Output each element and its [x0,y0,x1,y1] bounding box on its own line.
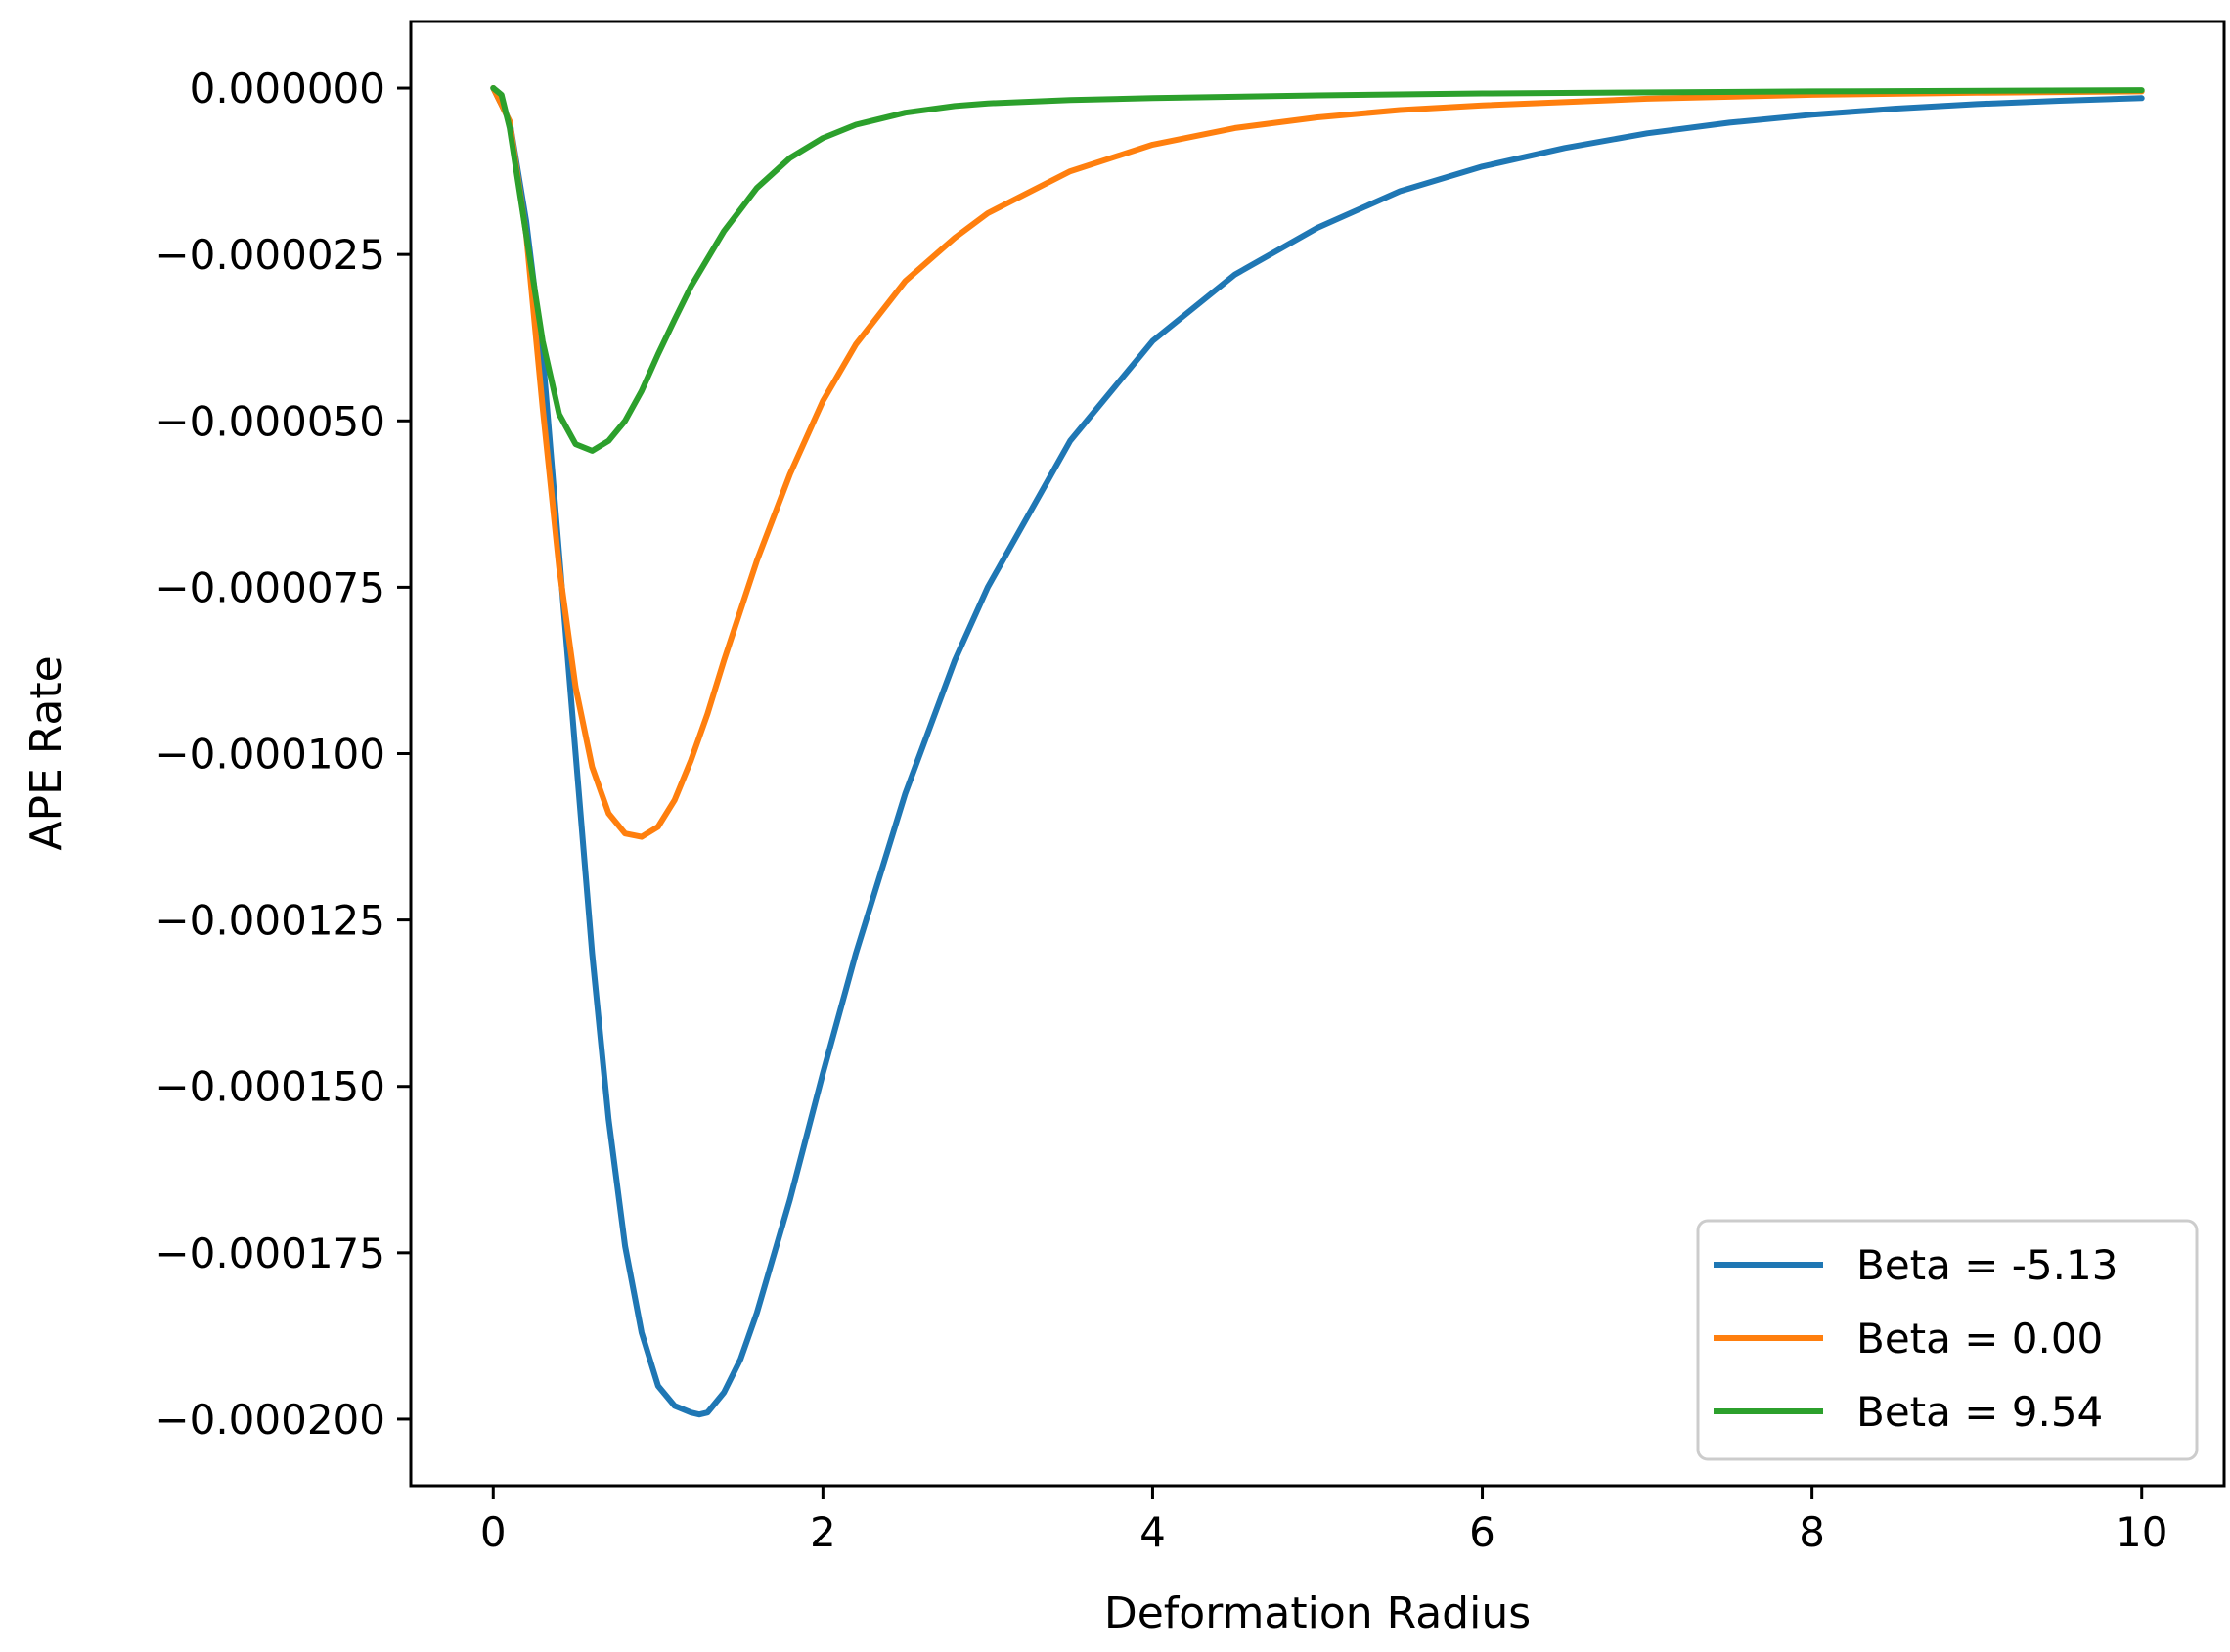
legend-entry-beta-neg-5-13: Beta = -5.13 [1714,1241,2118,1289]
legend-box [1696,1219,2199,1461]
y-tick-label: −0.000050 [155,397,385,445]
legend: Beta = -5.13 Beta = 0.00 Beta = 9.54 [1696,1219,2199,1461]
y-tick-label: 0.000000 [190,65,385,112]
y-tick-label: −0.000175 [155,1229,385,1277]
series-line-0 [490,85,2145,1418]
x-tick-label: 0 [480,1508,507,1556]
x-tick-label: 4 [1139,1508,1166,1556]
x-tick-label: 8 [1799,1508,1825,1556]
series-layer [490,85,2145,1418]
y-tick-label: −0.000125 [155,897,385,945]
x-tick-label: 6 [1469,1508,1495,1556]
series-line-2 [490,85,2145,454]
x-tick-label: 2 [810,1508,836,1556]
x-axis-label: Deformation Radius [1104,1588,1531,1638]
legend-entry-beta-0-00: Beta = 0.00 [1714,1315,2103,1362]
legend-label-beta-neg-5-13: Beta = -5.13 [1856,1241,2118,1289]
y-tick-label: −0.000025 [155,231,385,279]
x-axis-ticks: 0 2 4 6 8 10 [480,1486,2167,1556]
y-axis-label: APE Rate [22,655,71,850]
y-axis-ticks: 0.000000 −0.000025 −0.000050 −0.000075 −0.00… [155,65,411,1444]
x-tick-label: 10 [2116,1508,2167,1556]
y-tick-label: −0.000200 [155,1396,385,1444]
legend-label-beta-9-54: Beta = 9.54 [1856,1388,2103,1436]
legend-entry-beta-9-54: Beta = 9.54 [1714,1388,2103,1436]
y-tick-label: −0.000100 [155,731,385,779]
plot-area [409,20,2226,1488]
series-line-1 [490,85,2145,840]
legend-label-beta-0-00: Beta = 0.00 [1856,1315,2103,1362]
y-tick-label: −0.000150 [155,1063,385,1111]
y-tick-label: −0.000075 [155,563,385,611]
